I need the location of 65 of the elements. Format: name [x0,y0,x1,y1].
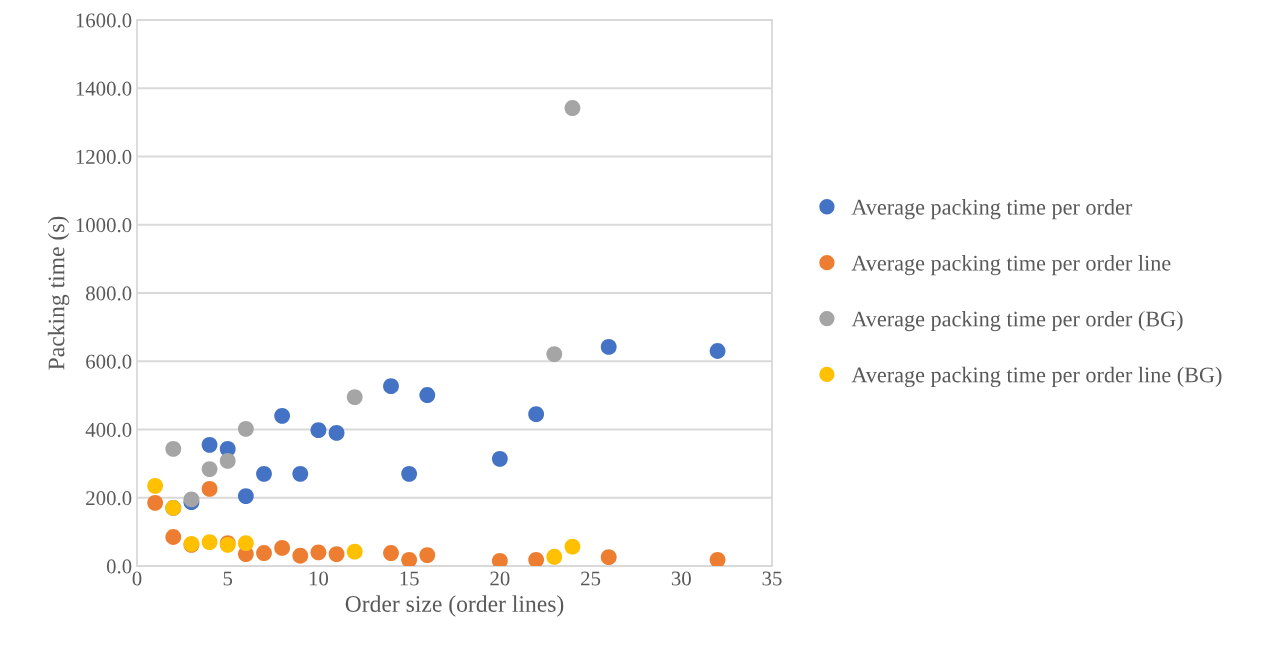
point [528,551,545,566]
point [201,461,218,477]
legend-label: Average packing time per order line (BG) [851,366,1222,388]
point [201,534,218,551]
point [328,424,345,441]
x-tick-label: 20 [490,571,510,586]
point [419,547,436,563]
point [165,529,182,545]
y-tick-label: 1600.0 [76,13,132,28]
point [346,543,363,560]
point [256,465,272,482]
x-tick-label: 0 [132,571,142,586]
point [237,420,254,437]
x-tick-label: 10 [309,571,329,586]
point [274,407,291,424]
point [709,551,726,566]
legend-label: Average packing time per order (BG) [851,310,1183,332]
y-tick-label: 600.0 [86,354,132,369]
point [600,549,617,566]
point [219,452,236,469]
x-tick-label: 5 [223,571,233,586]
point [274,540,291,556]
point [201,436,218,453]
y-tick-label: 400.0 [85,422,132,438]
x-tick-label: 15 [400,571,419,586]
y-tick-label: 800.0 [86,286,132,301]
point [546,548,563,565]
legend-label: Average packing time per order line [851,255,1171,276]
point [401,551,418,566]
point [564,538,581,555]
x-tick-label: 30 [671,571,691,586]
point [147,494,164,511]
y-tick-label: 1400.0 [76,81,132,96]
point [383,378,399,395]
point [292,465,309,482]
point [201,480,218,497]
legend-label: Average packing time per order [851,199,1133,220]
point [237,488,254,504]
point [310,544,327,561]
point [401,465,418,482]
point [346,389,363,405]
x-tick-label: 35 [762,571,782,586]
y-tick-label: 1200.0 [76,149,132,165]
y-axis-title: Packing time (s) [47,216,70,370]
point [600,339,617,355]
point [328,546,345,562]
point [383,545,399,561]
point [709,343,726,359]
y-tick-label: 0.0 [106,559,132,574]
y-tick-label: 1000.0 [76,218,132,233]
point [256,545,272,561]
point [528,406,545,423]
point [491,552,508,566]
y-tick-label: 200.0 [86,491,132,506]
point [292,547,309,564]
x-axis-title: Order size (order lines) [345,595,564,617]
point [147,477,164,494]
point [310,422,327,439]
point [419,387,436,403]
point [165,441,182,457]
point [546,346,563,362]
point [491,450,508,467]
point [237,535,254,552]
point [564,100,581,116]
x-tick-label: 25 [581,571,601,586]
